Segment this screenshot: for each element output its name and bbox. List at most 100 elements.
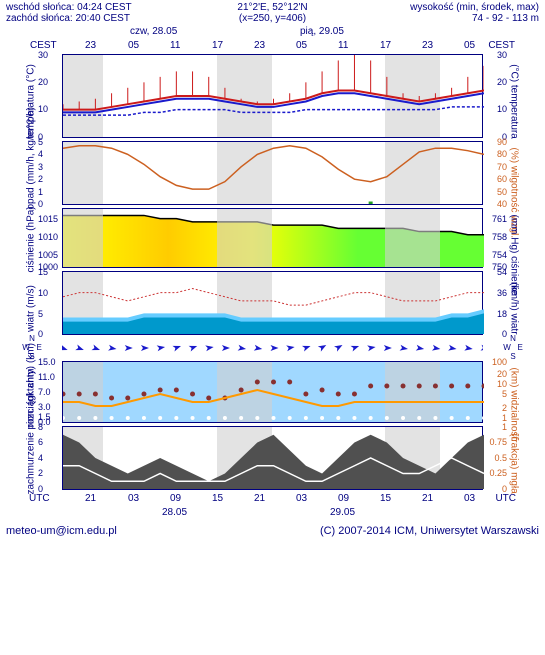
axis-tick: 0 xyxy=(38,199,43,209)
axis-label: wiatr (m/s) xyxy=(26,278,37,340)
elevation-label: wysokość (min, środek, max) xyxy=(361,2,539,13)
axis-tick: 15 xyxy=(38,267,48,277)
hour-tick: 17 xyxy=(212,40,223,51)
axis-label: (km/h) wiatr xyxy=(509,278,520,340)
elevation-values: 74 - 92 - 113 m xyxy=(361,13,539,24)
sunrise-label: wschód słońca: 04:24 CEST xyxy=(6,2,184,13)
axis-tick: 0.25 xyxy=(489,468,507,478)
utc-tick: 21 xyxy=(85,493,96,504)
utc-date: 29.05 xyxy=(330,507,355,518)
axis-tick: 54 xyxy=(497,267,507,277)
sunset-label: zachód słońca: 20:40 CEST xyxy=(6,13,184,24)
axis-tick: 754 xyxy=(492,250,507,260)
axis-tick: 1010 xyxy=(38,232,58,242)
hour-tick: 11 xyxy=(170,40,180,51)
axis-label: (%) wilgotność wzgl. xyxy=(509,148,520,210)
header: wschód słońca: 04:24 CEST zachód słońca:… xyxy=(0,0,545,26)
axis-label: zachmurzenie pion. (oktanty) xyxy=(26,433,37,495)
axis-label: (km) widzialność xyxy=(509,368,520,428)
axis-tick: 30 xyxy=(38,50,48,60)
hour-tick: 23 xyxy=(254,40,265,51)
hour-tick: 11 xyxy=(338,40,348,51)
utc-row: UTC UTC 21030915210309152103 xyxy=(62,493,483,507)
axis-tick: 5 xyxy=(38,137,43,147)
axis-tick: 70 xyxy=(497,162,507,172)
axis-tick: 36 xyxy=(497,288,507,298)
axis-tick: 5 xyxy=(38,309,43,319)
axis-tick: 5 xyxy=(502,389,507,399)
header-center: 21°2'E, 52°12'N (x=250, y=406) xyxy=(184,2,362,24)
axis-tick: 0.75 xyxy=(489,437,507,447)
precip-panel: 543210908070605040opad (mm/h, kg/m^2/h)(… xyxy=(62,141,483,205)
utc-left: UTC xyxy=(29,493,50,504)
axis-tick: 1 xyxy=(502,422,507,432)
axis-tick: 2 xyxy=(38,468,43,478)
utc-tick: 03 xyxy=(464,493,475,504)
axis-tick: 8 xyxy=(38,422,43,432)
axis-tick: 10 xyxy=(38,104,48,114)
axis-tick: 10 xyxy=(497,379,507,389)
axis-tick: 15.0 xyxy=(38,357,56,367)
axis-tick: 50 xyxy=(497,187,507,197)
hour-tick: 05 xyxy=(464,40,475,51)
axis-tick: 10 xyxy=(497,104,507,114)
email: meteo-um@icm.edu.pl xyxy=(6,525,117,537)
axis-label: (°C) temperatura xyxy=(509,61,520,143)
axis-tick: 3.0 xyxy=(38,402,51,412)
hour-tick: 23 xyxy=(85,40,96,51)
axis-tick: 80 xyxy=(497,149,507,159)
coords-label: 21°2'E, 52°12'N xyxy=(184,2,362,13)
utc-tick: 03 xyxy=(128,493,139,504)
axis-tick: 20 xyxy=(38,77,48,87)
utc-tick: 21 xyxy=(254,493,265,504)
axis-tick: 60 xyxy=(497,174,507,184)
axis-label: (frakcja) mgła xyxy=(509,433,520,495)
axis-tick: 90 xyxy=(497,137,507,147)
axis-tick: 18 xyxy=(497,309,507,319)
utc-right: UTC xyxy=(495,493,516,504)
axis-tick: 1 xyxy=(38,187,43,197)
cloud-panel: 15.011.07.03.01.50.01002010521rozciągł. … xyxy=(62,361,483,423)
utc-date: 28.05 xyxy=(162,507,187,518)
temp-panel: 30201003020100temperatura (°C)(°C) tempe… xyxy=(62,54,483,138)
axis-tick: 758 xyxy=(492,232,507,242)
axis-tick: 30 xyxy=(497,50,507,60)
utc-tick: 09 xyxy=(338,493,349,504)
axis-tick: 7.0 xyxy=(38,387,51,397)
axis-label: (mm Hg) ciśnienie xyxy=(509,215,520,273)
axis-tick: 1005 xyxy=(38,250,58,260)
hour-tick: 05 xyxy=(296,40,307,51)
axis-tick: 20 xyxy=(497,77,507,87)
utc-tick: 21 xyxy=(422,493,433,504)
axis-tick: 11.0 xyxy=(38,372,55,382)
axis-tick: 761 xyxy=(492,214,507,224)
axis-tick: 100 xyxy=(492,357,507,367)
hour-tick: 17 xyxy=(380,40,391,51)
axis-tick: 4 xyxy=(38,149,43,159)
utc-tick: 03 xyxy=(296,493,307,504)
wind-panel: 1510505436180wiatr (m/s)(km/h) wiatr xyxy=(62,271,483,335)
axis-tick: 1015 xyxy=(38,214,58,224)
header-left: wschód słońca: 04:24 CEST zachód słońca:… xyxy=(6,2,184,24)
utc-dates: 28.05 29.05 xyxy=(62,507,483,521)
day-label: czw, 28.05 xyxy=(130,26,177,37)
axis-tick: 10 xyxy=(38,288,48,298)
chart-area: 30201003020100temperatura (°C)(°C) tempe… xyxy=(62,54,483,490)
axis-tick: 20 xyxy=(497,369,507,379)
axis-tick: 2 xyxy=(38,174,43,184)
axis-tick: 0.5 xyxy=(494,453,507,463)
dir-panel: NW ESNW ES xyxy=(62,338,483,358)
footer: meteo-um@icm.edu.pl (C) 2007-2014 ICM, U… xyxy=(0,521,545,541)
axis-tick: 6 xyxy=(38,437,43,447)
axis-tick: 40 xyxy=(497,199,507,209)
axis-tick: 4 xyxy=(38,453,43,463)
axis-label: opad (mm/h, kg/m^2/h) xyxy=(26,148,37,210)
axis-tick: 3 xyxy=(38,162,43,172)
timezone-row: CEST CEST 23051117230511172305 xyxy=(0,40,545,54)
axis-label: ciśnienie (hPa) xyxy=(26,215,37,273)
header-right: wysokość (min, środek, max) 74 - 92 - 11… xyxy=(361,2,539,24)
copyright: (C) 2007-2014 ICM, Uniwersytet Warszawsk… xyxy=(320,525,539,537)
utc-tick: 09 xyxy=(170,493,181,504)
hour-tick: 05 xyxy=(128,40,139,51)
pressure-panel: 1015101010051000761758754750ciśnienie (h… xyxy=(62,208,483,268)
